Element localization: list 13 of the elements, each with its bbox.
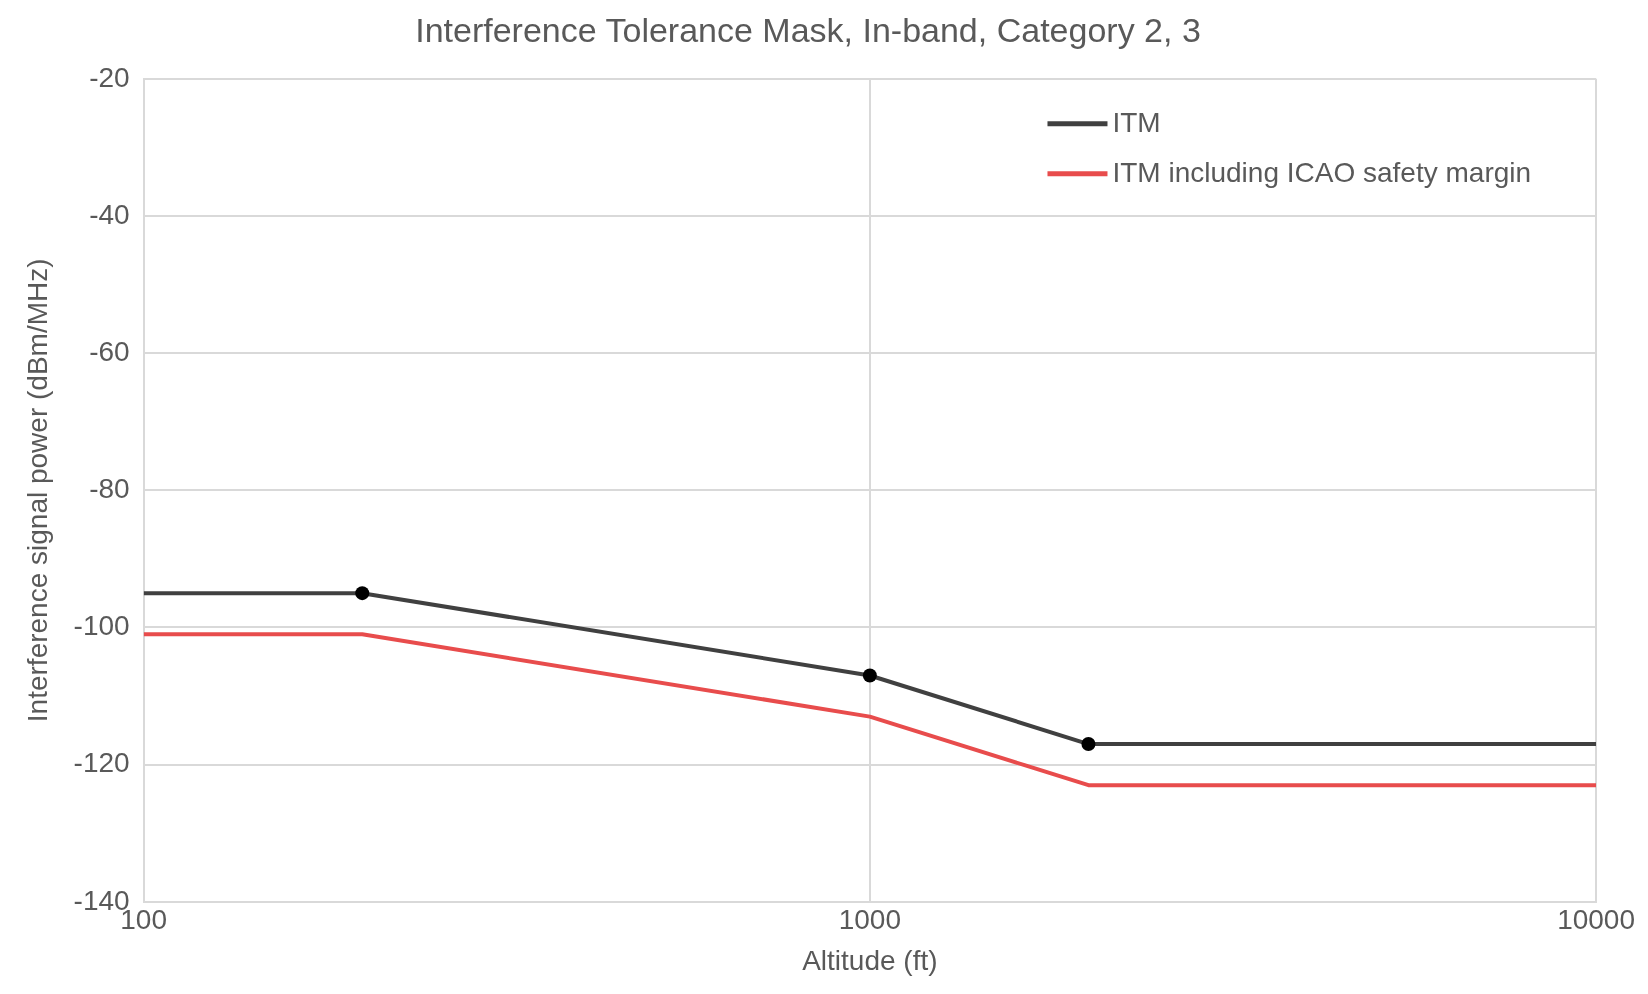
legend-label: ITM including ICAO safety margin — [1112, 156, 1532, 188]
legend-label: ITM — [1112, 106, 1161, 138]
x-axis-title: Altitude (ft) — [802, 944, 938, 976]
y-tick-label: -40 — [89, 198, 130, 230]
y-tick-label: -120 — [73, 747, 130, 779]
y-tick-label: -20 — [89, 61, 130, 93]
y-tick-label: -60 — [89, 335, 130, 367]
x-tick-label: 10000 — [1557, 904, 1636, 936]
x-tick-label: 1000 — [838, 904, 901, 936]
y-tick-label: -80 — [89, 473, 130, 505]
y-axis-title: Interference signal power (dBm/MHz) — [21, 258, 53, 723]
chart-title: Interference Tolerance Mask, In-band, Category 2, 3 — [415, 10, 1201, 49]
y-tick-label: -100 — [73, 610, 130, 642]
